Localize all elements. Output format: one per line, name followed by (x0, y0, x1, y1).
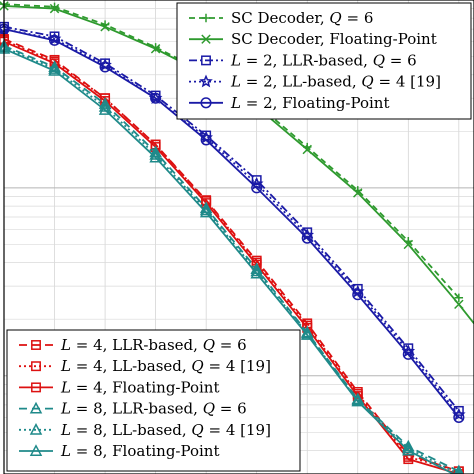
point-l2_fp-8 (402, 348, 414, 360)
point-l2_fp-2 (99, 61, 111, 73)
legend-label-sc_q6: SC Decoder, Q = 6 (231, 9, 373, 27)
point-l2_fp-1 (48, 34, 61, 46)
series-line-l8_fp (3, 47, 456, 474)
point-l2_fp-4 (200, 134, 212, 146)
legend-label-l8_ll: L = 8, LL-based, Q = 4 [19] (60, 421, 271, 439)
point-l8_fp-2 (98, 103, 112, 115)
point-l8_fp-4 (199, 205, 213, 218)
plot-frame (3, 0, 474, 474)
point-l2_fp-7 (352, 289, 364, 301)
legend-marker-l8_ll (29, 423, 43, 435)
series-line-l8_ll (3, 46, 460, 474)
point-l2_fp-9 (453, 411, 465, 423)
point-l2_fp-6 (301, 232, 313, 244)
legend-label-l2_ll: L = 2, LL-based, Q = 4 [19] (230, 73, 441, 91)
legend-label-l8_llr: L = 8, LLR-based, Q = 6 (60, 400, 247, 418)
point-l8_fp-1 (48, 63, 61, 76)
point-sc_fp-7 (353, 188, 363, 198)
legend-box (176, 2, 472, 120)
legend-bottom-left: L = 4, LLR-based, Q = 6 L = 4, LL-based, … (6, 329, 301, 472)
series-line-l2_fp (3, 28, 460, 419)
legend-label-l2_llr: L = 2, LLR-based, Q = 6 (230, 51, 417, 69)
legend-label-l2_fp: L = 2, Floating-Point (230, 94, 390, 112)
legend-marker-sc_q6 (201, 13, 211, 23)
legend-top-right: SC Decoder, Q = 6 SC Decoder, Floating-Po… (176, 2, 472, 120)
series-line-l4_fp (3, 40, 460, 474)
legend-label-l4_ll: L = 4, LL-based, Q = 4 [19] (60, 357, 271, 375)
point-l8_fp-3 (149, 150, 162, 163)
legend-marker-sc_fp (201, 34, 211, 44)
legend-marker-l2_fp (200, 97, 212, 109)
point-l2_fp-3 (150, 92, 162, 104)
legend-box (6, 329, 301, 472)
point-sc_fp-3 (150, 44, 161, 54)
series-l8_fp (0, 41, 461, 474)
point-sc_fp-6 (302, 144, 312, 155)
legend-label-sc_fp: SC Decoder, Floating-Point (231, 30, 437, 48)
point-l2_ll-5 (249, 176, 264, 190)
legend-marker-l2_llr (201, 55, 211, 66)
legend-label-l4_llr: L = 4, LLR-based, Q = 6 (60, 336, 247, 354)
point-l8_ll-1 (48, 62, 61, 74)
legend-marker-l4_llr (31, 340, 41, 350)
series-line-l4_ll (3, 39, 460, 473)
point-l8_fp-8 (402, 443, 415, 456)
point-sc_fp-8 (403, 239, 414, 250)
point-l8_llr-3 (149, 145, 162, 158)
legend-marker-l8_llr (29, 401, 43, 414)
legend-label-l4_fp: L = 4, Floating-Point (60, 378, 220, 396)
series-line-l2_llr (3, 25, 460, 412)
point-l8_llr-2 (98, 97, 112, 109)
legend-marker-l4_fp (31, 382, 41, 393)
legend-marker-l2_ll (199, 74, 213, 88)
legend-label-l8_fp: L = 8, Floating-Point (60, 442, 220, 460)
point-sc_q6-9 (454, 293, 464, 302)
point-l8_fp-7 (351, 394, 365, 407)
series-line-l8_llr (3, 45, 460, 473)
legend-marker-l8_fp (29, 444, 43, 456)
point-l8_llr-9 (453, 464, 464, 474)
point-l8_fp-6 (300, 328, 314, 340)
point-l2_fp-5 (251, 182, 263, 194)
series-l2_fp (0, 23, 465, 423)
point-sc_fp-1 (49, 3, 60, 14)
legend-marker-l4_ll (31, 361, 41, 372)
point-sc_fp-2 (100, 22, 110, 32)
point-sc_fp-9 (454, 299, 464, 310)
point-l8_fp-5 (250, 266, 263, 279)
